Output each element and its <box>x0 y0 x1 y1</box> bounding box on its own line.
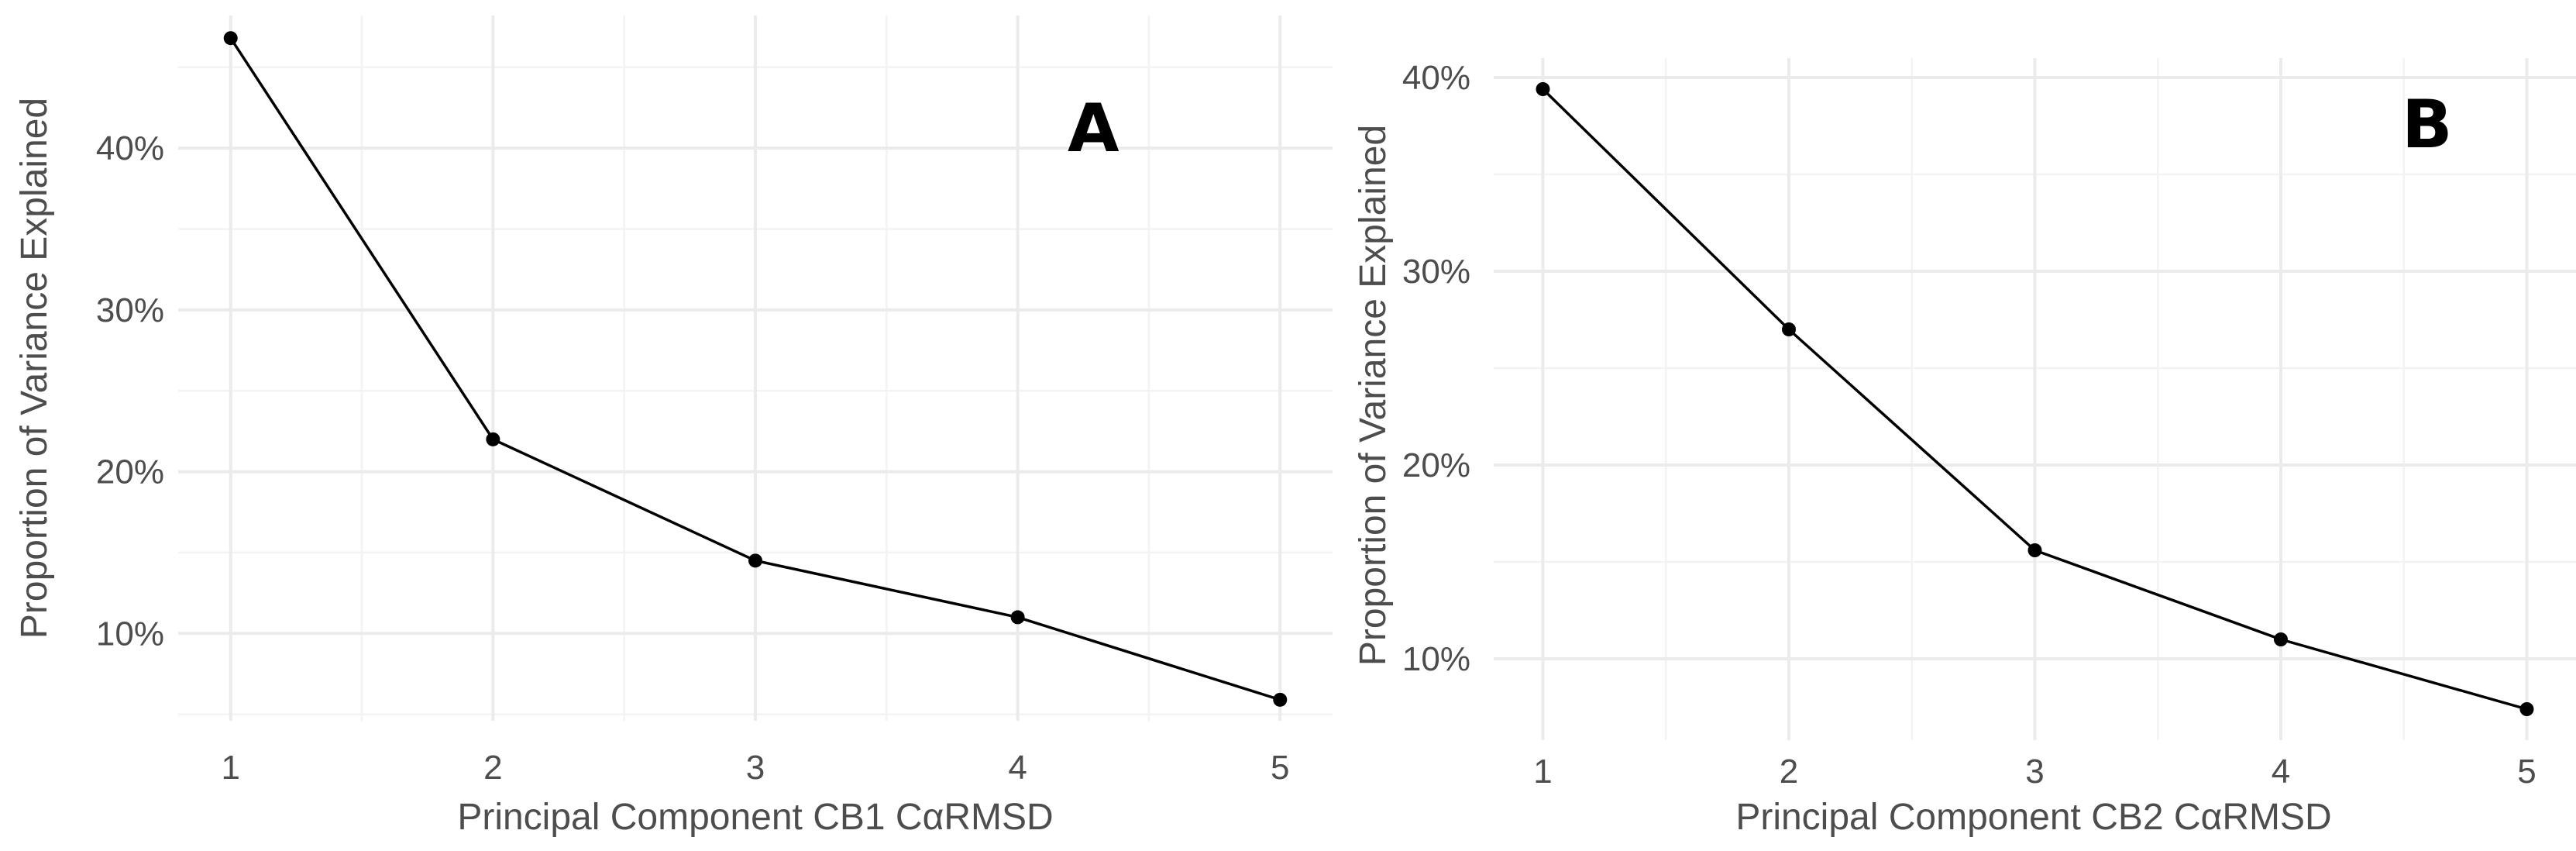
y-tick-label: 20% <box>1402 446 1470 484</box>
data-point <box>486 432 500 446</box>
data-point <box>1536 82 1550 96</box>
y-tick-label: 10% <box>96 615 164 653</box>
y-tick-label: 30% <box>96 291 164 329</box>
y-axis-title: Proportion of Variance Explained <box>1353 125 1394 666</box>
data-point <box>1782 322 1796 336</box>
x-axis-title: Principal Component CB2 CαRMSD <box>1735 797 2331 838</box>
y-tick-label: 30% <box>1402 253 1470 291</box>
panel-letter: B <box>2402 86 2453 164</box>
data-point <box>2519 702 2534 716</box>
y-tick-label: 10% <box>1402 640 1470 678</box>
data-point <box>748 553 762 568</box>
data-point <box>2274 632 2288 646</box>
x-axis-title: Principal Component CB1 CαRMSD <box>457 797 1053 838</box>
x-tick-label: 1 <box>1533 753 1552 791</box>
x-tick-label: 4 <box>1008 749 1027 787</box>
data-point <box>2027 543 2042 557</box>
y-axis-title: Proportion of Variance Explained <box>14 98 55 639</box>
panel-letter: A <box>1068 90 1119 167</box>
y-tick-label: 40% <box>1402 59 1470 97</box>
x-tick-label: 3 <box>2025 753 2044 791</box>
data-point <box>1273 692 1288 707</box>
x-tick-label: 2 <box>1780 753 1798 791</box>
y-tick-label: 40% <box>96 129 164 167</box>
x-tick-label: 5 <box>2517 753 2536 791</box>
y-tick-label: 20% <box>96 453 164 491</box>
x-tick-label: 5 <box>1271 749 1289 787</box>
panel-b-chart: 1 2 3 4 5 10% 20% 30% 40% Principal Component CB2… <box>1353 58 2576 838</box>
x-tick-label: 4 <box>2272 753 2290 791</box>
x-tick-label: 2 <box>483 749 502 787</box>
x-tick-label: 1 <box>221 749 239 787</box>
x-tick-label: 3 <box>746 749 765 787</box>
data-point <box>223 31 238 46</box>
panel-a-chart: 1 2 3 4 5 10% 20% 30% 40% Principal Component CB1… <box>14 16 1333 838</box>
data-point <box>1010 610 1025 625</box>
